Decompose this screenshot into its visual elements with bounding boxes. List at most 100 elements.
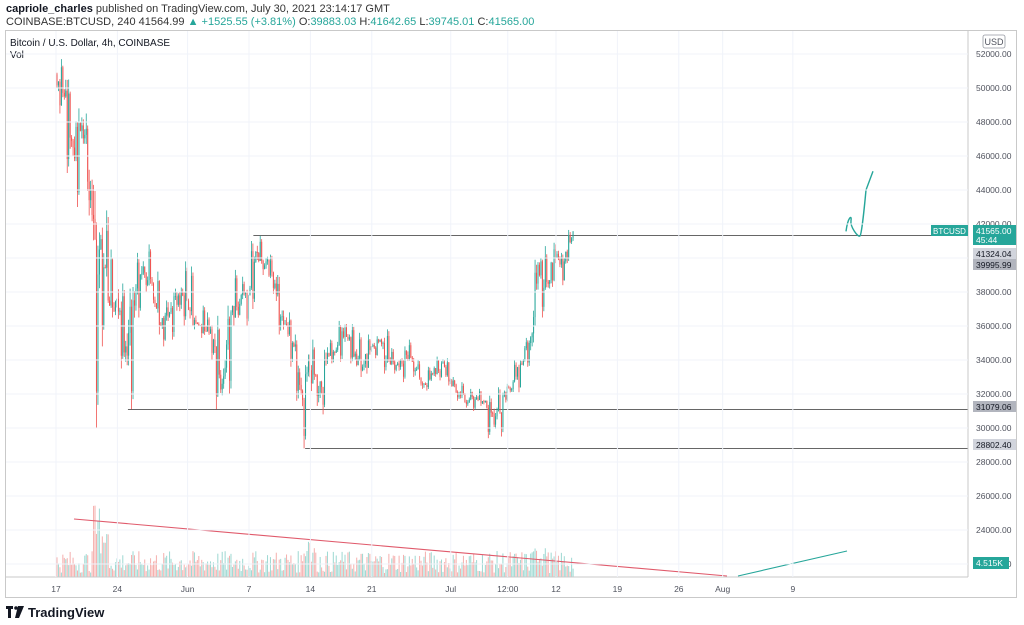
candle bbox=[470, 388, 472, 401]
volume-bar bbox=[495, 564, 497, 577]
volume-bar bbox=[408, 556, 410, 577]
candle bbox=[129, 288, 131, 346]
volume-bar bbox=[164, 557, 166, 577]
volume-bar bbox=[391, 558, 393, 577]
volume-bar bbox=[250, 570, 252, 577]
volume-bar bbox=[107, 534, 109, 577]
volume-bar bbox=[556, 561, 558, 577]
candle bbox=[350, 336, 352, 364]
btcusd-symbol-badge: BTCUSD bbox=[931, 225, 968, 236]
volume-bar bbox=[75, 565, 77, 577]
volume-bar bbox=[283, 570, 285, 577]
currency-label: USD bbox=[984, 37, 1004, 47]
chart-frame[interactable] bbox=[5, 30, 1017, 598]
candle bbox=[531, 332, 533, 347]
candle bbox=[389, 357, 391, 365]
candle bbox=[328, 352, 330, 357]
volume-bar bbox=[388, 553, 390, 577]
volume-bar bbox=[433, 555, 435, 577]
candle bbox=[202, 305, 204, 334]
candle bbox=[571, 237, 573, 244]
candle bbox=[114, 300, 116, 316]
volume-bar bbox=[517, 557, 519, 577]
candle bbox=[174, 288, 176, 300]
volume-bar bbox=[315, 552, 317, 577]
candle bbox=[362, 364, 364, 372]
volume-bar bbox=[493, 572, 495, 577]
volume-bar bbox=[337, 565, 339, 577]
candle bbox=[474, 397, 476, 410]
volume-bar bbox=[310, 561, 312, 577]
candle bbox=[161, 317, 163, 329]
volume-bar bbox=[318, 572, 320, 577]
candle bbox=[410, 342, 412, 359]
volume-bar bbox=[500, 563, 502, 577]
candle bbox=[85, 113, 87, 144]
volume-bar bbox=[511, 566, 513, 577]
candle bbox=[306, 366, 308, 382]
candle bbox=[487, 404, 489, 439]
volume-bar bbox=[98, 508, 100, 577]
candle bbox=[401, 358, 403, 367]
volume-bar bbox=[484, 564, 486, 577]
volume-bar bbox=[113, 570, 115, 577]
volume-bar bbox=[467, 565, 469, 577]
candle bbox=[357, 355, 359, 366]
price-tick-label: 52000.00 bbox=[976, 49, 1012, 59]
volume-bar bbox=[117, 561, 119, 577]
volume-bar bbox=[239, 560, 241, 577]
volume-bar bbox=[231, 566, 233, 577]
price-axis[interactable]: 28000.00 30000.00 32000.00 34000.00 36000.00… bbox=[6, 49, 1012, 569]
volume-bar bbox=[120, 567, 122, 577]
volume-bar bbox=[427, 571, 429, 577]
volume-bar bbox=[212, 562, 214, 577]
candle bbox=[226, 339, 228, 373]
volume-bar bbox=[455, 552, 457, 577]
time-axis[interactable]: 17 24 Jun 7 14 21 Jul 12:00 12 19 26 Aug 9 bbox=[51, 31, 795, 594]
candle bbox=[167, 302, 169, 321]
candle bbox=[234, 269, 236, 318]
volume-bar bbox=[142, 565, 144, 577]
candle bbox=[395, 364, 397, 372]
price-tick-label: 48000.00 bbox=[976, 117, 1012, 127]
volume-bar bbox=[359, 559, 361, 577]
candle bbox=[147, 276, 149, 287]
level-badge-41324: 41324.04 bbox=[973, 248, 1016, 259]
open-value: 39883.03 bbox=[310, 16, 357, 28]
candle bbox=[430, 370, 432, 381]
volume-bar bbox=[476, 560, 478, 577]
volume-bar bbox=[269, 557, 271, 577]
volume-bar bbox=[215, 569, 217, 577]
volume-bar bbox=[367, 552, 369, 577]
time-tick-label: Aug bbox=[715, 584, 730, 594]
volume-bar bbox=[234, 561, 236, 577]
candle bbox=[79, 122, 81, 132]
volume-bar bbox=[286, 554, 288, 577]
candle bbox=[537, 262, 539, 290]
volume-bar bbox=[325, 555, 327, 577]
volume-bar bbox=[522, 570, 524, 577]
candle bbox=[230, 310, 232, 389]
candle bbox=[179, 292, 181, 312]
currency-button[interactable] bbox=[982, 34, 1006, 49]
volume-bar bbox=[131, 554, 133, 577]
candle bbox=[338, 320, 340, 346]
candle bbox=[473, 395, 475, 411]
candle bbox=[514, 360, 516, 383]
candle bbox=[145, 272, 147, 292]
candle bbox=[397, 361, 399, 366]
volume-bar bbox=[229, 555, 231, 577]
candle bbox=[104, 264, 106, 269]
candle bbox=[209, 325, 212, 334]
volume-bar bbox=[372, 561, 374, 577]
time-tick-label: 12:00 bbox=[497, 584, 519, 594]
volume-bar bbox=[402, 554, 405, 577]
volume-bar bbox=[62, 554, 64, 577]
svg-text:31079.06: 31079.06 bbox=[976, 402, 1012, 412]
volume-bar bbox=[95, 533, 97, 577]
volume-bar bbox=[183, 564, 185, 577]
tradingview-footer[interactable]: TradingView bbox=[6, 603, 104, 621]
volume-bar bbox=[531, 552, 533, 577]
volume-bar bbox=[547, 552, 549, 577]
